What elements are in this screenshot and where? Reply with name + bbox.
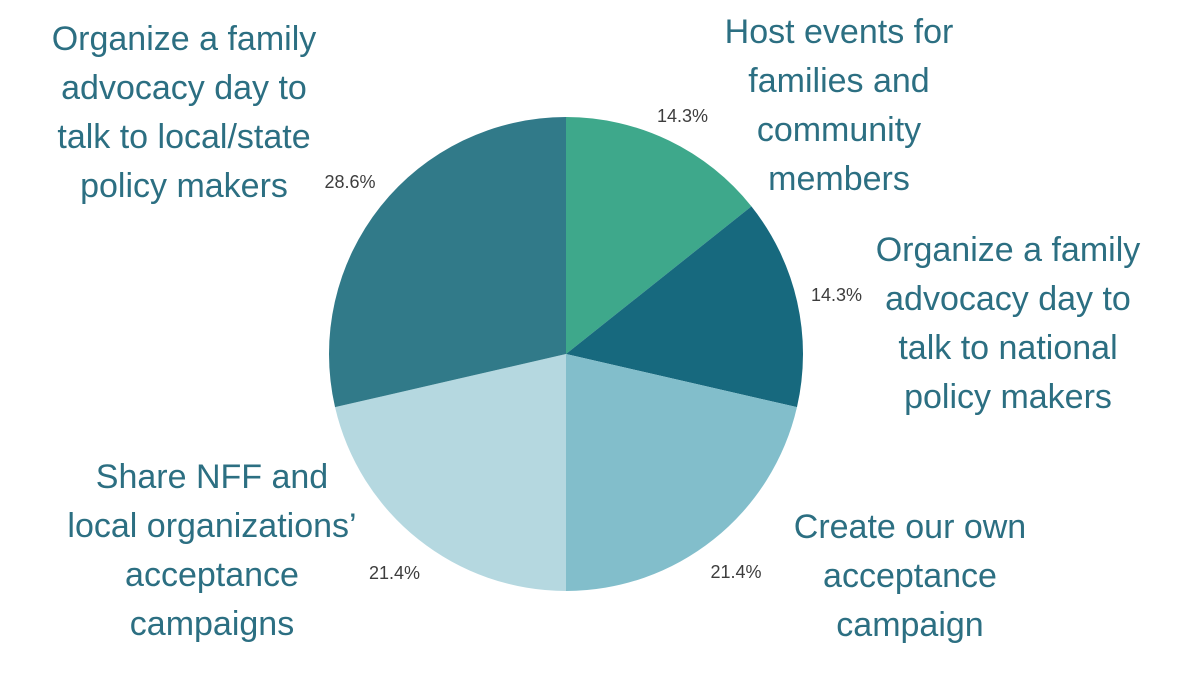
slice-percent-host-events: 14.3% — [656, 106, 709, 126]
pie-slice-2 — [566, 354, 797, 591]
pie-slice-3 — [335, 354, 566, 591]
pie-slice-4 — [329, 117, 566, 408]
slice-percent-own-acceptance-campaign: 21.4% — [710, 562, 762, 582]
pie-slice-0 — [566, 117, 752, 354]
slice-percent-share-campaigns: 21.4% — [368, 563, 421, 583]
slice-label-share-campaigns: Share NFF and local organizations’ accep… — [67, 458, 357, 643]
slice-label-host-events: Host events for families and community m… — [724, 13, 954, 198]
slice-label-own-acceptance-campaign: Create our own acceptance campaign — [793, 508, 1027, 644]
slice-percent-local-state-policy-day: 28.6% — [324, 172, 376, 192]
slice-label-local-state-policy-day: Organize a family advocacy day to talk t… — [51, 20, 317, 205]
slice-percent-national-policy-day: 14.3% — [810, 285, 863, 305]
pie-slice-1 — [566, 206, 803, 408]
slice-label-national-policy-day: Organize a family advocacy day to talk t… — [875, 231, 1141, 416]
